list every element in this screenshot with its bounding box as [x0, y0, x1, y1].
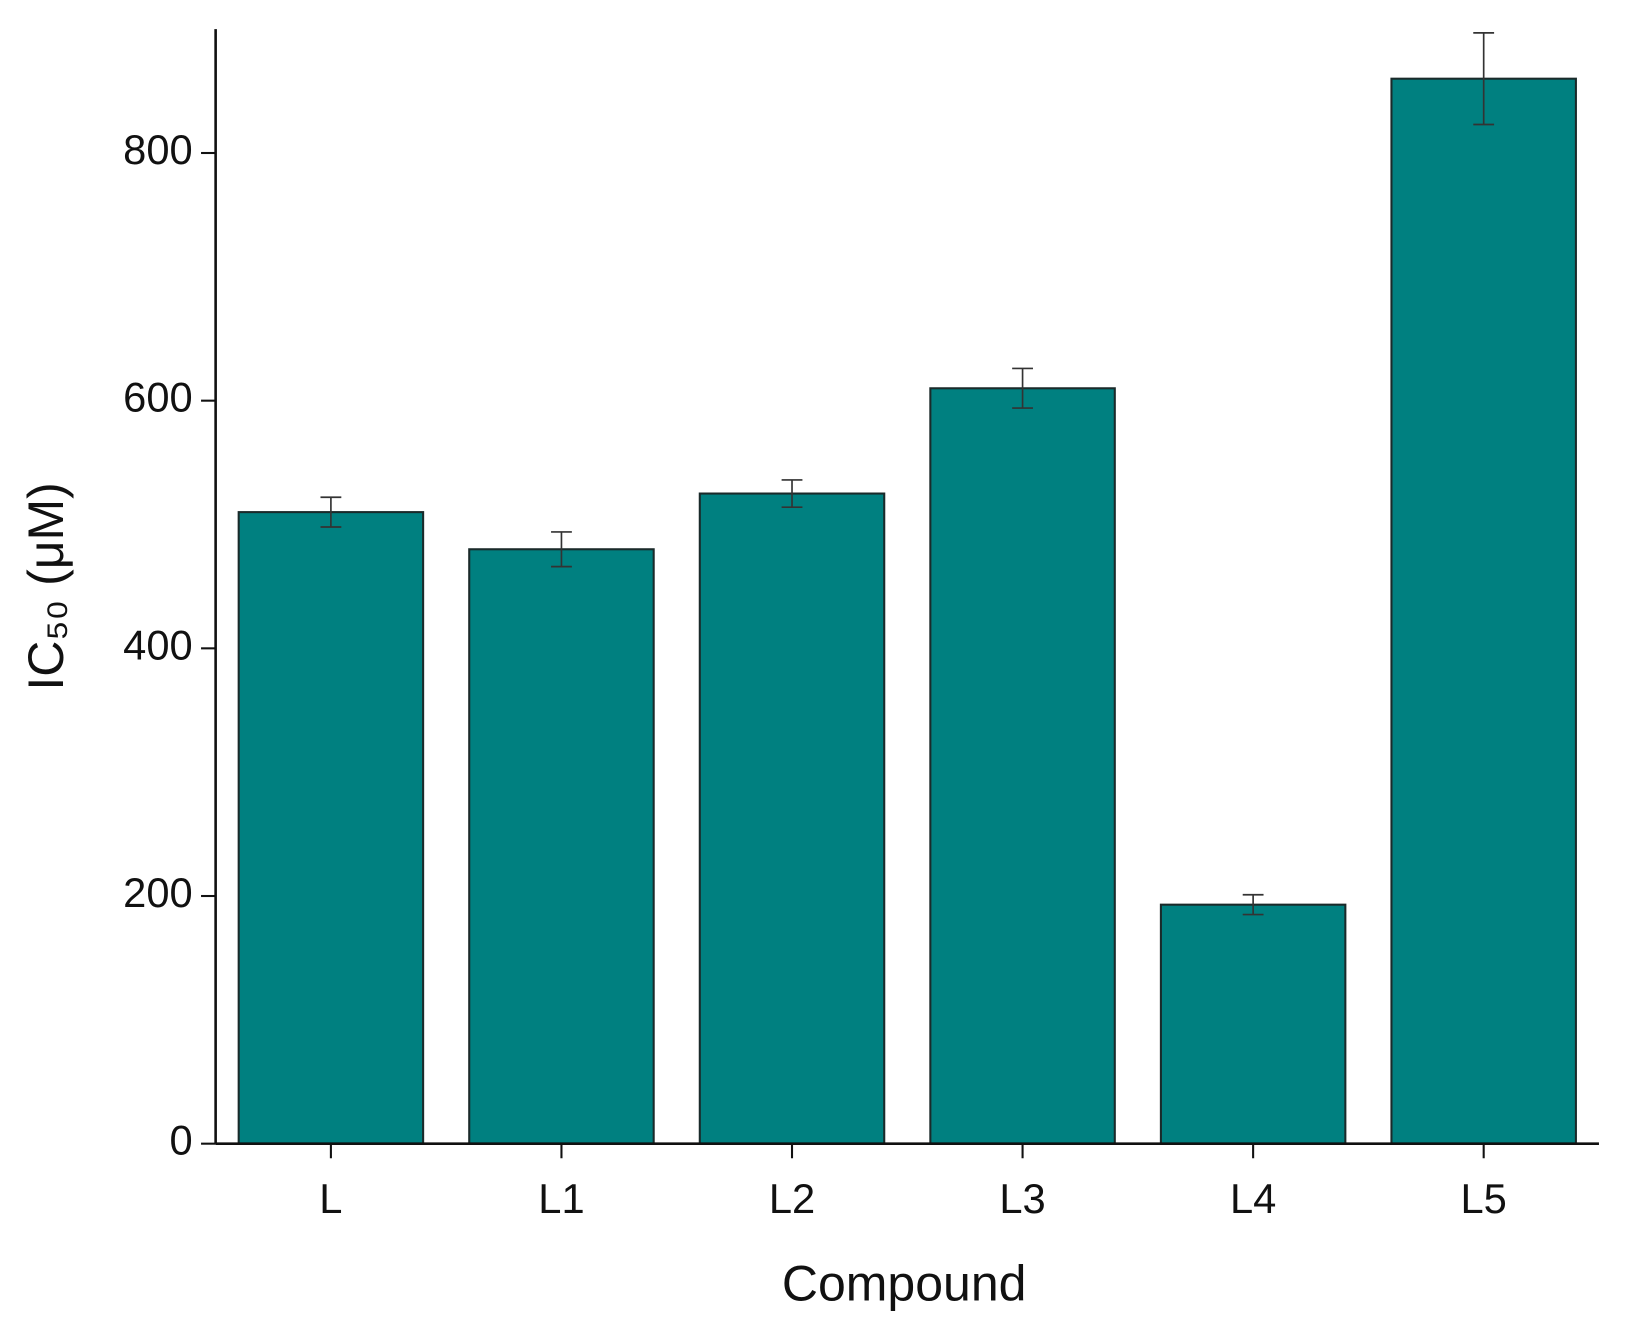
bar	[1159, 903, 1347, 1145]
error-bar	[1242, 893, 1264, 916]
bar	[468, 548, 655, 1145]
bar	[237, 511, 425, 1145]
x-tick-label: L1	[538, 1175, 584, 1222]
x-tick-label: L2	[769, 1175, 815, 1222]
y-tick-label: 400	[123, 621, 193, 668]
bar	[1390, 77, 1577, 1145]
error-bar	[320, 496, 342, 528]
bar	[929, 387, 1116, 1145]
x-tick-label: L5	[1461, 1175, 1507, 1222]
y-tick-label: 800	[123, 126, 193, 173]
x-axis-title: Compound	[782, 1256, 1027, 1312]
x-tick-label: L4	[1230, 1175, 1276, 1222]
y-tick-label: 600	[123, 374, 193, 421]
error-bar	[781, 479, 803, 509]
y-tick-label: 0	[170, 1117, 193, 1164]
y-tick-label: 200	[123, 869, 193, 916]
x-tick-label: L	[319, 1175, 342, 1222]
y-axis-title: IC₅₀ (μM)	[18, 482, 74, 690]
error-bar	[1473, 32, 1495, 126]
error-bar	[551, 531, 572, 568]
x-tick-label: L3	[999, 1175, 1045, 1222]
bar	[698, 492, 886, 1145]
error-bar	[1012, 367, 1033, 409]
